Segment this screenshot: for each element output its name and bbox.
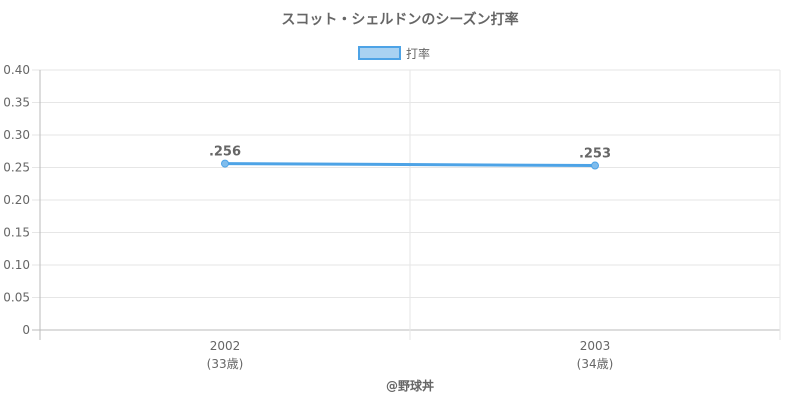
y-tick-label: 0.25	[3, 161, 30, 175]
data-point[interactable]	[591, 161, 599, 170]
x-tick-sublabel: (33歳)	[207, 357, 244, 371]
y-tick-label: 0.30	[3, 128, 30, 142]
grid	[32, 69, 781, 340]
data-label: .253	[579, 147, 611, 162]
x-tick-label: 2003	[580, 339, 611, 353]
chart-title: スコット・シェルドンのシーズン打率	[281, 11, 518, 28]
y-tick-label: 0	[22, 323, 30, 337]
series-line	[224, 162, 596, 168]
y-tick-label: 0.10	[3, 258, 30, 272]
credit-text: @野球丼	[386, 378, 434, 393]
x-tick-sublabel: (34歳)	[577, 357, 614, 371]
x-tick-label: 2002	[210, 339, 241, 353]
legend-label[interactable]: 打率	[406, 46, 430, 61]
legend[interactable]: 打率	[358, 46, 430, 61]
x-axis-ticks: 2002 (33歳) 2003 (34歳)	[207, 339, 614, 371]
data-point[interactable]	[221, 159, 229, 168]
y-tick-label: 0.15	[3, 226, 30, 240]
y-tick-label: 0.40	[3, 63, 30, 77]
y-axis-ticks: 0 0.05 0.10 0.15 0.20 0.25 0.30 0.35 0.40	[3, 63, 30, 337]
y-tick-label: 0.20	[3, 193, 30, 207]
legend-swatch[interactable]	[358, 46, 401, 60]
y-tick-label: 0.35	[3, 96, 30, 110]
data-label: .256	[209, 145, 241, 160]
series-layer: .256 .253	[209, 145, 611, 170]
y-tick-label: 0.05	[3, 291, 30, 305]
